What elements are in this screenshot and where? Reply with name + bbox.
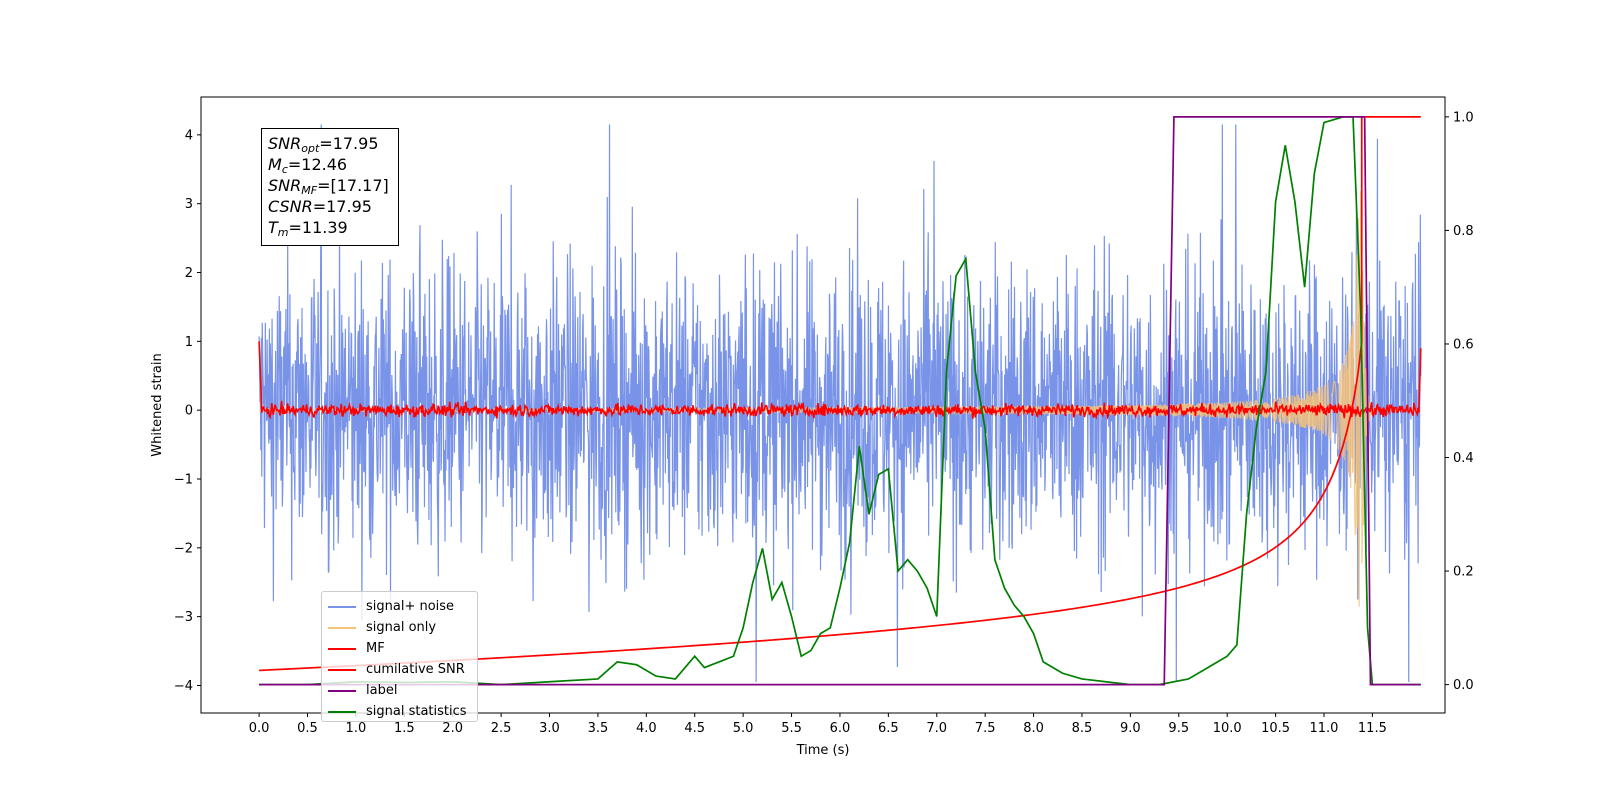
- plot-frame: [200, 96, 1446, 714]
- legend-label-label: label: [366, 683, 398, 698]
- x-tick-label: 4.5: [684, 721, 705, 736]
- x-tick-label: 6.5: [878, 721, 899, 736]
- x-tick-label: 0.5: [297, 721, 318, 736]
- annotation-snr-mf: SNRMF=[17.17]: [268, 175, 398, 196]
- series-signal-noise: [258, 124, 1422, 683]
- legend-swatch-signal-noise: [328, 605, 356, 608]
- tm-value: =11.39: [288, 218, 348, 237]
- legend-item-cumulative-snr: cumilative SNR: [328, 659, 477, 680]
- y-tick-label-right: 0.6: [1453, 337, 1474, 352]
- x-tick-label: 7.0: [926, 721, 947, 736]
- csnr-value: =17.95: [312, 197, 372, 216]
- x-tick-label: 3.5: [588, 721, 609, 736]
- x-tick-label: 9.0: [1120, 721, 1141, 736]
- annotation-snr-opt: SNRopt=17.95: [268, 133, 398, 154]
- x-tick-label: 0.0: [249, 721, 270, 736]
- snr-mf-value: =[17.17]: [317, 176, 389, 195]
- x-tick-label: 5.0: [733, 721, 754, 736]
- x-tick-label: 10.5: [1261, 721, 1290, 736]
- x-tick-label: 4.0: [636, 721, 657, 736]
- x-tick-label: 1.5: [394, 721, 415, 736]
- x-tick-label: 1.0: [346, 721, 367, 736]
- y-tick-label-right: 0.0: [1453, 678, 1474, 693]
- snr-opt-symbol: SNR: [268, 134, 302, 153]
- legend-label-signal-statistics: signal statistics: [366, 704, 467, 719]
- y-tick-label-right: 0.2: [1453, 565, 1474, 580]
- legend-label-mf: MF: [366, 641, 385, 656]
- legend-item-signal-noise: signal+ noise: [328, 596, 477, 617]
- snr-opt-sub: opt: [301, 142, 320, 155]
- mc-sub: c: [281, 163, 288, 176]
- y-tick-label-left: 4: [185, 128, 193, 143]
- y-tick-label-left: −4: [174, 679, 193, 694]
- x-tick-label: 8.5: [1072, 721, 1093, 736]
- legend-swatch-signal-only: [328, 626, 356, 629]
- legend-item-signal-statistics: signal statistics: [328, 701, 477, 722]
- x-tick-label: 7.5: [975, 721, 996, 736]
- x-axis-label: Time (s): [796, 743, 850, 758]
- annotation-csnr: CSNR=17.95: [268, 196, 398, 217]
- x-tick-label: 8.0: [1023, 721, 1044, 736]
- y-tick-label-left: −3: [174, 610, 193, 625]
- tm-sub: m: [277, 226, 289, 239]
- legend-swatch-cumulative-snr: [328, 668, 356, 671]
- x-tick-label: 9.5: [1168, 721, 1189, 736]
- y-tick-label-left: 2: [185, 266, 193, 281]
- series-signal-only: [258, 191, 1421, 607]
- x-tick-label: 2.5: [491, 721, 512, 736]
- x-tick-label: 5.5: [781, 721, 802, 736]
- x-tick-label: 11.5: [1358, 721, 1387, 736]
- annotation-box: SNRopt=17.95 Mc=12.46 SNRMF=[17.17] CSNR…: [261, 128, 399, 246]
- legend-item-mf: MF: [328, 638, 477, 659]
- snr-mf-sub: MF: [301, 184, 318, 197]
- x-tick-label: 11.0: [1310, 721, 1339, 736]
- annotation-tm: Tm=11.39: [268, 217, 398, 238]
- legend-item-label: label: [328, 680, 477, 701]
- y-tick-label-left: 3: [185, 197, 193, 212]
- legend-swatch-signal-statistics: [328, 710, 356, 713]
- legend-swatch-label: [328, 689, 356, 692]
- x-tick-label: 3.0: [539, 721, 560, 736]
- series-mf: [258, 341, 1422, 421]
- series-label: [259, 116, 1421, 686]
- legend-item-signal-only: signal only: [328, 617, 477, 638]
- snr-mf-symbol: SNR: [268, 176, 302, 195]
- legend-label-signal-noise: signal+ noise: [366, 599, 455, 614]
- mc-value: =12.46: [287, 155, 348, 174]
- x-tick-label: 2.0: [442, 721, 463, 736]
- legend-swatch-mf: [328, 647, 356, 650]
- y-tick-label-left: −1: [174, 472, 193, 487]
- y-axis-label-left: Whitened strain: [150, 353, 165, 456]
- tm-symbol: T: [268, 218, 278, 237]
- x-tick-label: 6.0: [830, 721, 851, 736]
- y-tick-label-right: 0.4: [1453, 451, 1474, 466]
- legend-label-signal-only: signal only: [366, 620, 437, 635]
- mc-symbol: M: [268, 155, 282, 174]
- snr-opt-value: =17.95: [319, 134, 379, 153]
- y-tick-label-right: 0.8: [1453, 224, 1474, 239]
- legend-label-cumulative-snr: cumilative SNR: [366, 662, 465, 677]
- csnr-symbol: CSNR: [268, 197, 313, 216]
- y-tick-label-left: 0: [185, 404, 193, 419]
- annotation-mc: Mc=12.46: [268, 154, 398, 175]
- x-tick-label: 10.0: [1213, 721, 1242, 736]
- y-tick-label-left: 1: [185, 335, 193, 350]
- y-tick-label-left: −2: [174, 541, 193, 556]
- legend: signal+ noise signal only MF cumilative …: [321, 591, 478, 722]
- y-tick-label-right: 1.0: [1453, 110, 1474, 125]
- series-signal-statistics: [259, 116, 1421, 686]
